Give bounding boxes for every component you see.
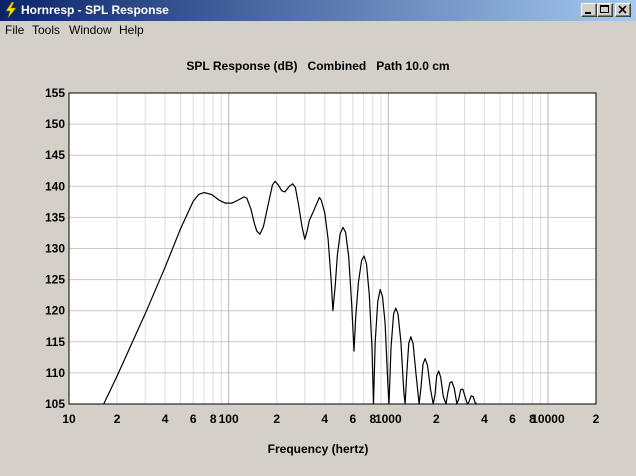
y-tick-label: 125: [45, 273, 65, 287]
x-tick-label: 1000: [375, 412, 402, 426]
x-tick-label: 6: [509, 412, 516, 426]
y-tick-label: 150: [45, 117, 65, 131]
y-tick-label: 110: [46, 366, 66, 380]
spl-chart-panel: SPL Response (dB) Combined Path 10.0 cm …: [0, 39, 636, 476]
menu-help[interactable]: Help: [119, 23, 144, 37]
x-tick-label: 4: [321, 412, 328, 426]
y-tick-label: 140: [45, 179, 65, 193]
x-tick-label: 10: [62, 412, 76, 426]
x-axis-label: Frequency (hertz): [267, 442, 369, 456]
x-tick-label: 2: [593, 412, 600, 426]
x-tick-label: 6: [190, 412, 197, 426]
chart-title: SPL Response (dB) Combined Path 10.0 cm: [186, 59, 450, 73]
spl-response-line: [103, 180, 478, 405]
menu-file[interactable]: File: [5, 23, 25, 37]
x-tick-label: 6: [350, 412, 357, 426]
x-tick-label: 2: [114, 412, 121, 426]
x-tick-label: 8: [369, 412, 376, 426]
maximize-icon: [600, 5, 609, 13]
minimize-icon: [585, 12, 591, 14]
x-tick-label: 8: [529, 412, 536, 426]
x-tick-label: 100: [219, 412, 239, 426]
close-icon: [618, 5, 627, 14]
menu-window[interactable]: Window: [69, 23, 112, 37]
lightning-bolt-icon: [3, 1, 19, 19]
menu-bar: File Tools Window Help: [0, 21, 636, 39]
minimize-button[interactable]: [581, 3, 597, 17]
x-tick-label: 4: [162, 412, 169, 426]
y-tick-label: 120: [45, 304, 65, 318]
x-tick-label: 2: [273, 412, 280, 426]
y-tick-label: 155: [45, 86, 65, 100]
y-tick-label: 145: [45, 148, 65, 162]
y-tick-label: 130: [45, 242, 65, 256]
x-tick-label: 2: [433, 412, 440, 426]
window-title: Hornresp - SPL Response: [21, 3, 169, 17]
y-tick-label: 115: [46, 335, 66, 349]
close-button[interactable]: [615, 3, 631, 17]
y-tick-label: 135: [45, 210, 65, 224]
maximize-button[interactable]: [597, 3, 613, 17]
x-tick-label: 10000: [531, 412, 565, 426]
plot-frame: [68, 92, 597, 405]
x-tick-label: 8: [210, 412, 217, 426]
x-tick-label: 4: [481, 412, 488, 426]
menu-tools[interactable]: Tools: [32, 23, 61, 37]
y-tick-label: 105: [45, 397, 65, 411]
title-bar[interactable]: Hornresp - SPL Response: [0, 0, 636, 21]
